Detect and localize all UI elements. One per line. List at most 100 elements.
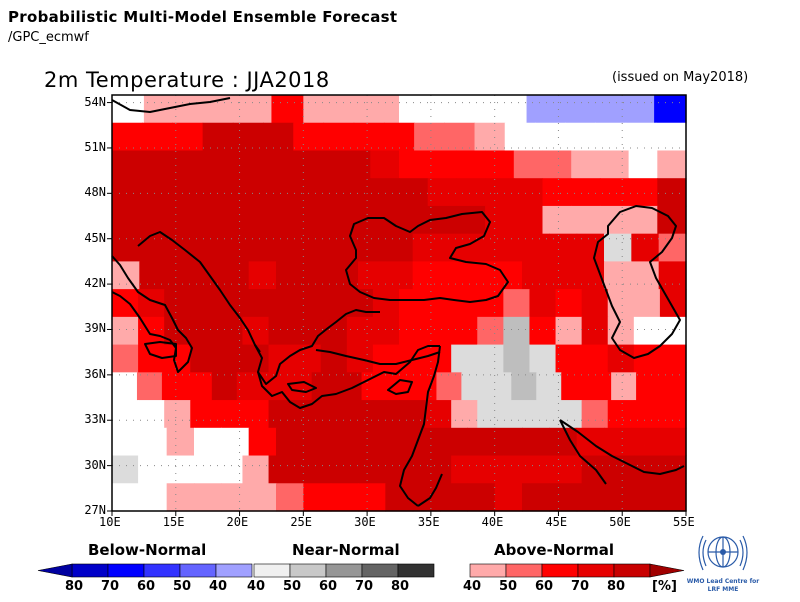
grid-cell [198, 150, 228, 179]
grid-cell [658, 261, 687, 290]
grid-cell [628, 205, 658, 235]
legend-swatch [179, 563, 217, 578]
grid-cell [542, 178, 572, 207]
legend-value: 50 [173, 579, 192, 594]
grid-cell [139, 427, 168, 457]
lat-label: 30N [84, 457, 106, 472]
lat-label: 42N [84, 276, 106, 291]
grid-cell [529, 344, 557, 373]
grid-cell [631, 483, 660, 512]
grid-cell [303, 427, 332, 457]
grid-cell [372, 344, 400, 373]
grid-cell [628, 150, 658, 179]
legend-below-normal-title: Below-Normal [88, 541, 207, 559]
grid-cell [216, 455, 244, 484]
grid-cell [112, 344, 139, 373]
grid-cell [604, 427, 632, 457]
grid-cell [140, 205, 170, 235]
grid-cell [341, 150, 371, 179]
grid-cell [190, 316, 217, 346]
grid-cell [242, 289, 270, 318]
grid-cell [370, 150, 400, 179]
grid-cell [590, 95, 623, 124]
grid-cell [604, 483, 632, 512]
grid-cell [581, 344, 609, 373]
grid-cell [276, 483, 304, 512]
legend-extend-arrow [37, 563, 73, 578]
grid-cell [139, 483, 168, 512]
grid-cell [436, 372, 462, 401]
grid-cell [358, 261, 386, 290]
grid-cell [440, 483, 468, 512]
grid-cell [303, 233, 332, 262]
grid-cell [312, 150, 343, 179]
grid-cell [444, 122, 476, 152]
grid-cell [427, 178, 457, 207]
lat-label: 39N [84, 321, 106, 336]
grid-cell [248, 261, 277, 290]
grid-cell [511, 372, 537, 401]
legend-near-normal-title: Near-Normal [292, 541, 400, 559]
grid-cell [425, 316, 452, 346]
grid-cell [456, 205, 486, 235]
grid-cell [383, 122, 415, 152]
legend-swatch [253, 563, 291, 578]
grid-cell [494, 427, 523, 457]
grid-cell [659, 344, 687, 373]
grid-cell [330, 427, 359, 457]
grid-cell [226, 150, 257, 179]
legend-value: 40 [247, 579, 266, 594]
legend-value: 80 [65, 579, 84, 594]
map-frame [111, 94, 687, 512]
grid-cell [140, 150, 170, 179]
grid-cell [385, 261, 414, 290]
legend-swatch [361, 563, 399, 578]
grid-cell [555, 344, 583, 373]
grid-cell [271, 95, 304, 124]
grid-cell [477, 344, 504, 373]
grid-cell [112, 150, 142, 179]
grid-cell [611, 372, 637, 401]
grid-cell [330, 483, 359, 512]
legend-value: 80 [607, 579, 626, 594]
grid-cell [456, 150, 486, 179]
grid-cell [461, 372, 487, 401]
grid-cell [414, 122, 445, 152]
grid-cell [186, 372, 213, 401]
lon-label: 30E [354, 515, 376, 529]
issue-date: (issued on May2018) [612, 70, 749, 85]
grid-cell [586, 372, 612, 401]
wmo-logo: WMO Lead Centre for LRF MME [686, 526, 760, 598]
grid-cell [142, 122, 174, 152]
grid-cell [138, 344, 165, 373]
grid-cell [202, 122, 234, 152]
grid-cell [633, 400, 661, 429]
legend-value: 50 [283, 579, 302, 594]
grid-cell [372, 316, 400, 346]
grid-cell [198, 178, 228, 207]
grid-cell [226, 205, 257, 235]
legend-value: 70 [101, 579, 120, 594]
grid-cell [166, 427, 195, 457]
grid-cell [221, 233, 250, 262]
grid-cell [346, 400, 374, 429]
legend-value: 70 [355, 579, 374, 594]
grid-cell [485, 178, 515, 207]
grid-cell [372, 400, 400, 429]
grid-cell [112, 233, 140, 262]
grid-cell [112, 122, 143, 152]
grid-cell [604, 261, 632, 290]
grid-cell [599, 178, 630, 207]
grid-cell [622, 95, 655, 124]
grid-cell [255, 178, 285, 207]
grid-cell [399, 150, 429, 179]
grid-cell [166, 483, 195, 512]
grid-cell [136, 372, 163, 401]
grid-cell [276, 261, 304, 290]
grid-cell [425, 289, 452, 318]
grid-cell [242, 344, 270, 373]
logo-line2: LRF MME [707, 586, 739, 593]
grid-cell [320, 344, 348, 373]
wmo-emblem-icon [698, 535, 748, 571]
grid-cell [198, 205, 228, 235]
